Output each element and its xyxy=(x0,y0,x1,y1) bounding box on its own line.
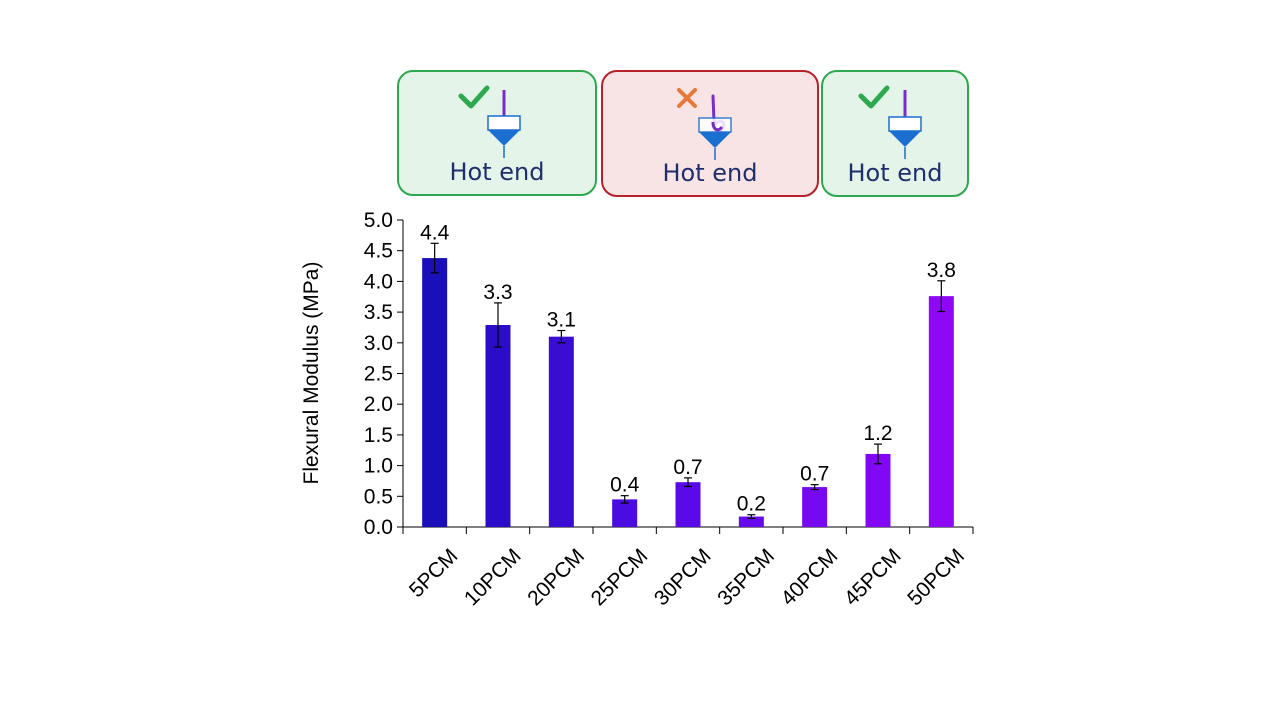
data-label: 3.3 xyxy=(483,281,512,304)
y-axis: 0.0 0.5 1.0 1.5 2.0 2.5 3.0 3.5 4.0 4.5 5.0 xyxy=(364,209,404,539)
data-label: 0.2 xyxy=(737,493,766,516)
nozzle-tip xyxy=(699,132,731,148)
data-label: 4.4 xyxy=(420,221,450,244)
x-tick-label: 45PCM xyxy=(840,544,906,610)
nozzle-tip xyxy=(889,131,921,147)
bar-series: 4.4 3.3 3.1 0.4 0.7 0.2 0.7 1.2 3.8 xyxy=(420,221,956,527)
bar-20PCM xyxy=(548,336,574,527)
bar-25PCM xyxy=(612,499,638,527)
hot-end-illustration xyxy=(677,88,732,160)
data-label: 0.7 xyxy=(673,456,702,479)
y-tick-label: 2.5 xyxy=(364,363,393,386)
data-label: 1.2 xyxy=(863,422,892,445)
x-tick-label: 10PCM xyxy=(460,544,526,610)
x-tick-label: 20PCM xyxy=(523,544,589,610)
hot-end-illustration xyxy=(458,85,521,158)
data-label: 3.8 xyxy=(927,259,956,282)
x-tick-label: 40PCM xyxy=(777,544,843,610)
hot-end-panel-bad-middle: Hot end xyxy=(601,70,819,197)
y-tick-label: 4.0 xyxy=(364,270,393,293)
y-tick-label: 3.5 xyxy=(364,301,393,324)
hot-end-label: Hot end xyxy=(662,159,758,187)
bar-45PCM xyxy=(865,453,891,527)
x-tick-label: 50PCM xyxy=(903,544,969,610)
hot-end-illustration xyxy=(858,85,922,159)
bar-35PCM xyxy=(738,516,764,527)
bar-5PCM xyxy=(422,258,448,527)
hot-end-label: Hot end xyxy=(847,159,943,187)
x-tick-label: 5PCM xyxy=(405,544,463,602)
y-tick-label: 1.5 xyxy=(364,424,393,447)
data-label: 0.7 xyxy=(800,463,829,486)
y-tick-label: 5.0 xyxy=(364,209,393,232)
bar-40PCM xyxy=(802,487,828,527)
bar-50PCM xyxy=(928,296,954,527)
y-tick-label: 4.5 xyxy=(364,240,393,263)
x-tick-label: 35PCM xyxy=(713,544,779,610)
hot-end-panel-good-left: Hot end xyxy=(397,70,597,196)
y-tick-label: 0.5 xyxy=(364,485,393,508)
check-icon xyxy=(858,85,890,109)
x-axis: 5PCM10PCM20PCM25PCM30PCM35PCM40PCM45PCM5… xyxy=(402,526,974,610)
bar-10PCM xyxy=(485,324,511,527)
data-label: 0.4 xyxy=(610,474,640,497)
cross-icon xyxy=(677,88,697,108)
data-label: 3.1 xyxy=(547,309,576,332)
x-tick-label: 30PCM xyxy=(650,544,716,610)
x-tick-label: 25PCM xyxy=(587,544,653,610)
bar-30PCM xyxy=(675,482,701,527)
y-tick-label: 0.0 xyxy=(364,516,393,539)
nozzle-tip xyxy=(488,130,520,146)
y-tick-label: 2.0 xyxy=(364,393,393,416)
y-tick-label: 1.0 xyxy=(364,455,393,478)
y-tick-label: 3.0 xyxy=(364,332,393,355)
check-icon xyxy=(458,85,490,109)
y-axis-label: Flexural Modulus (MPa) xyxy=(300,262,323,485)
hot-end-panel-good-right: Hot end xyxy=(821,70,969,197)
hot-end-label: Hot end xyxy=(449,158,545,186)
